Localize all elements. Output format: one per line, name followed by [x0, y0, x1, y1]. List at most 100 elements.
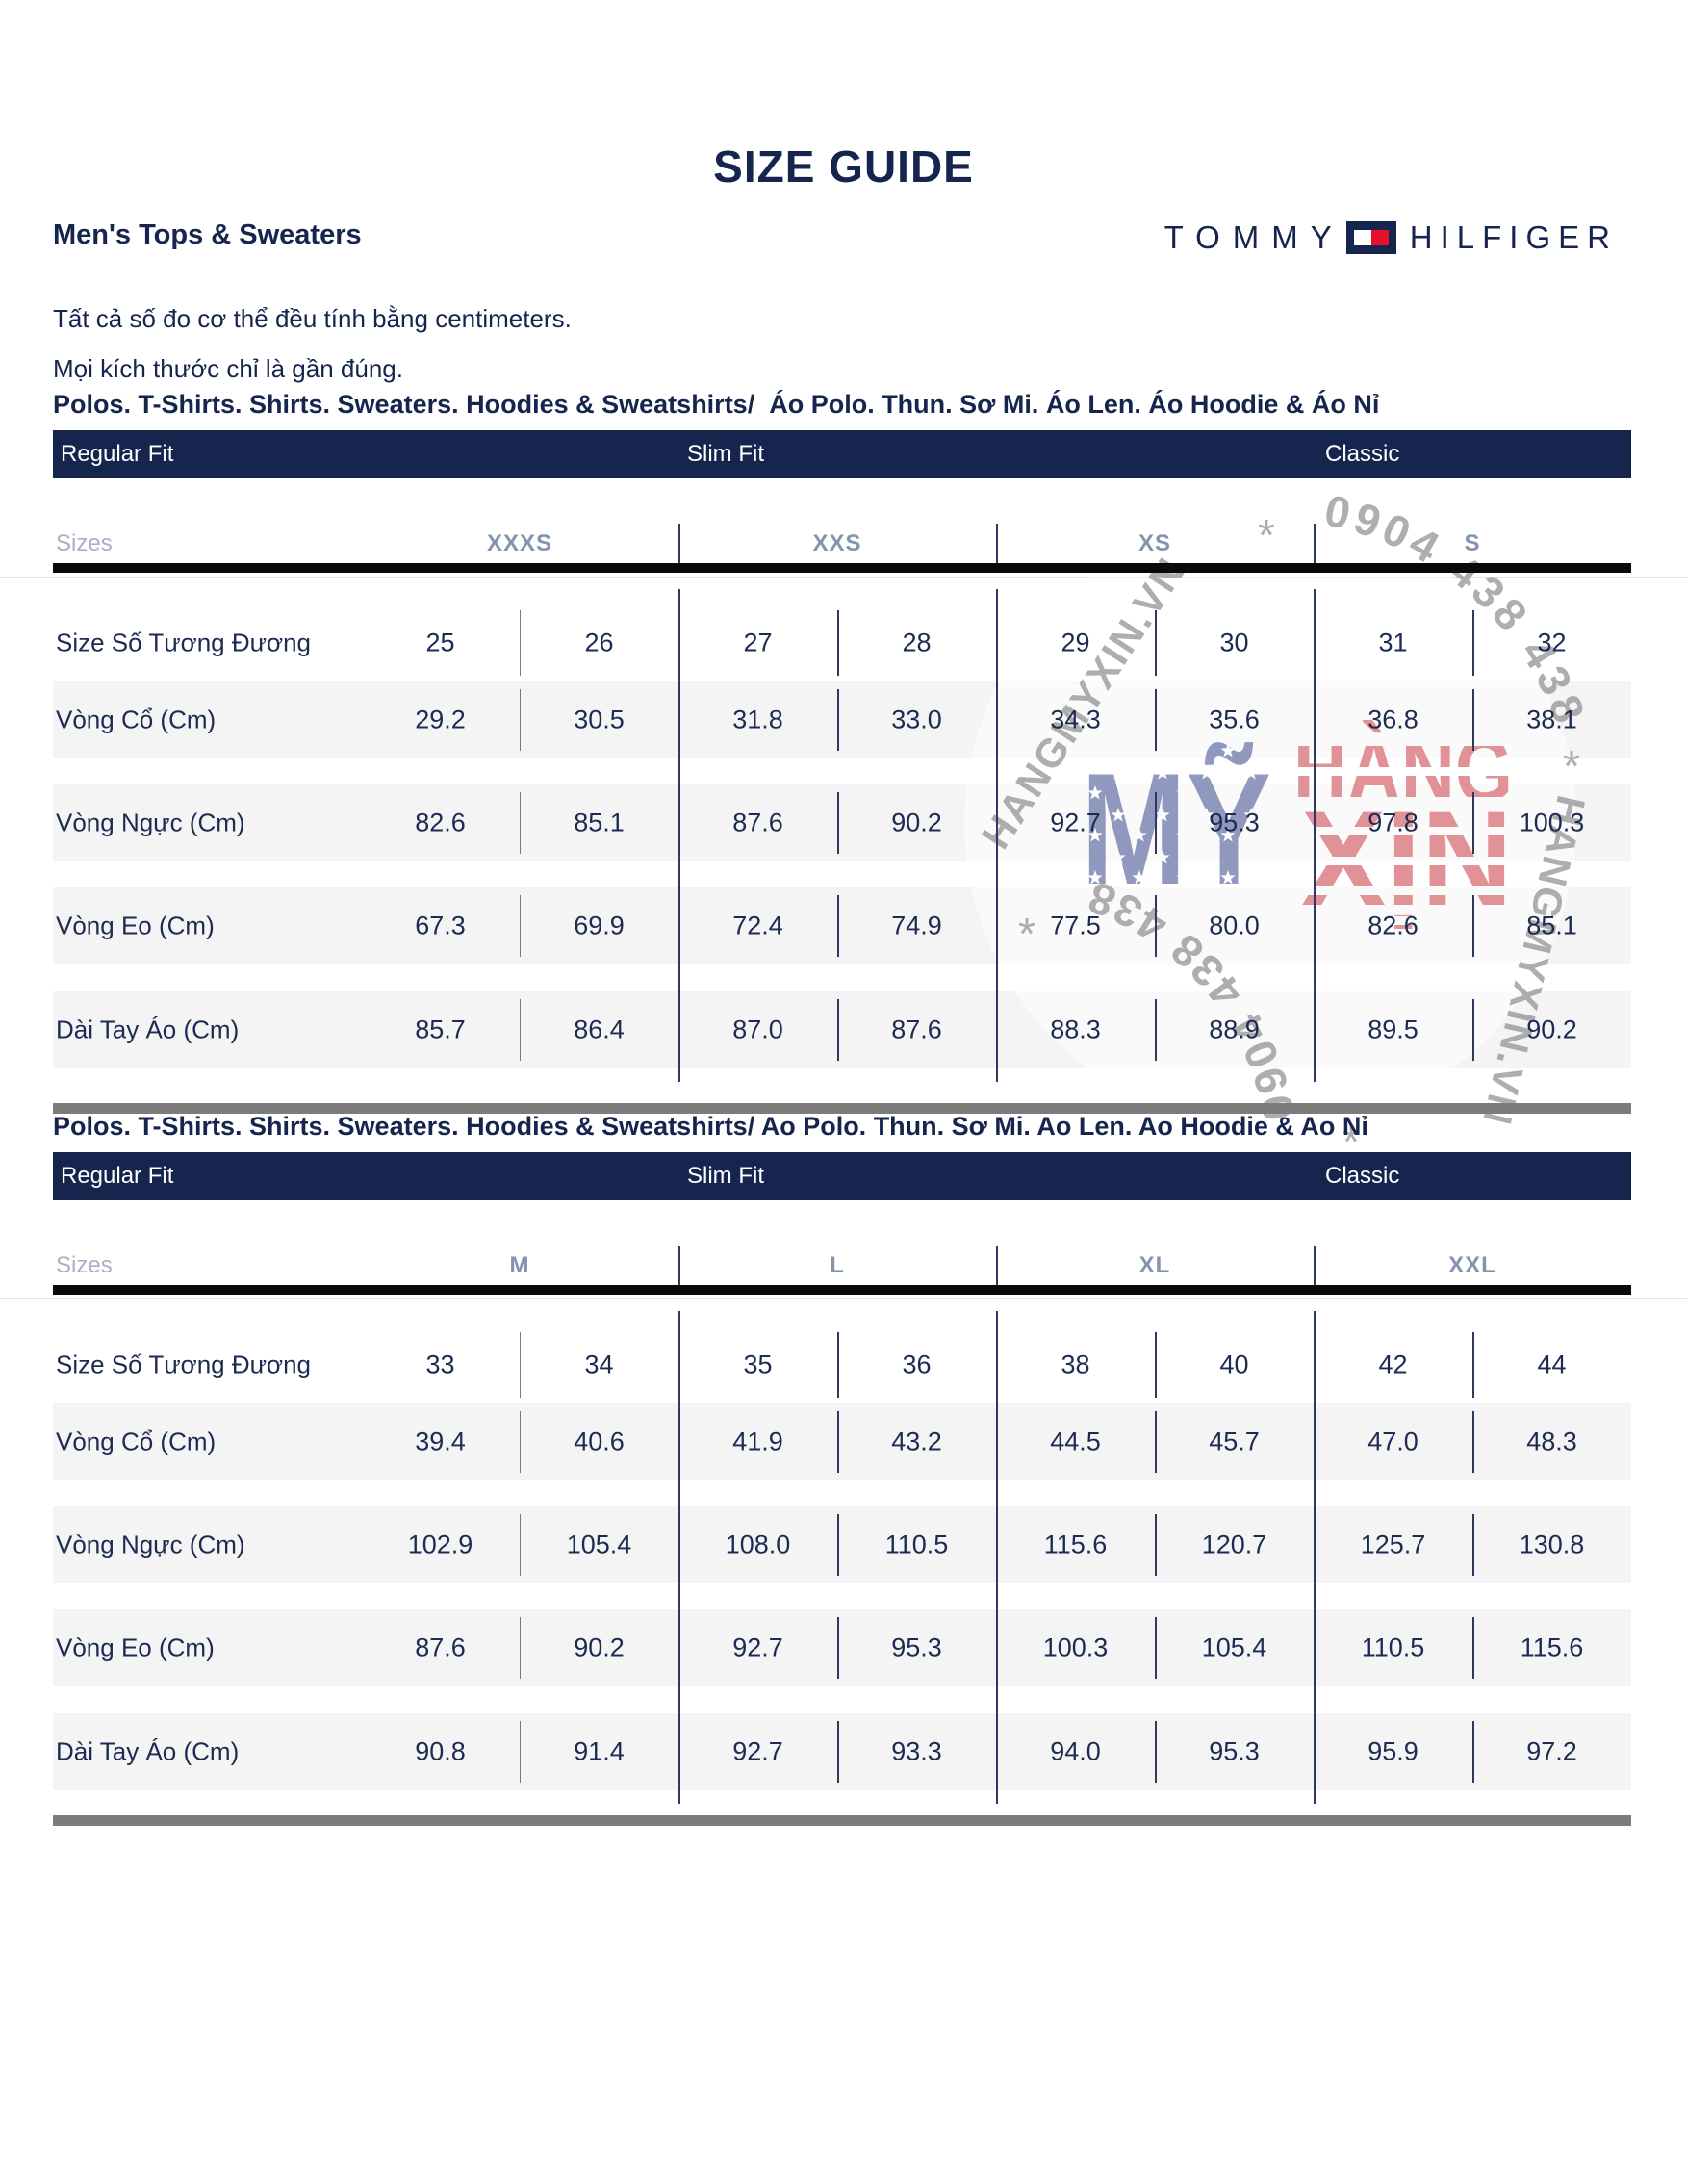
size-value-cell: 87.6	[891, 1015, 942, 1044]
flag-white-block	[1353, 230, 1371, 245]
column-divider	[996, 978, 998, 1082]
size-value-cell: 95.9	[1367, 1736, 1419, 1766]
column-divider	[520, 895, 521, 957]
table-row: Dài Tay Áo (Cm) 90.8 91.4 92.7 93.3 94.0 95.3 9…	[53, 1700, 1631, 1804]
size-value-cell: 95.3	[1209, 1736, 1260, 1766]
size-value-cell: 69.9	[574, 911, 625, 940]
column-divider	[520, 1721, 521, 1783]
table-row: Size Số Tương Đương 33 34 35 36 38 40 42 44	[53, 1311, 1631, 1419]
column-divider	[1314, 978, 1316, 1082]
size-value-cell: 36.8	[1367, 705, 1419, 734]
size-value-cell: 115.6	[1043, 1529, 1108, 1559]
size-value-cell: 97.8	[1367, 808, 1419, 837]
row-label: Size Số Tương Đương	[56, 1349, 311, 1379]
size-group-divider	[678, 524, 680, 564]
size-value-cell: 44	[1537, 1349, 1567, 1379]
column-divider	[1472, 1617, 1474, 1679]
size-value-cell: 82.6	[1367, 911, 1419, 940]
column-divider	[1472, 689, 1474, 751]
column-divider	[1155, 610, 1157, 676]
column-divider	[520, 610, 521, 676]
size-value-cell: 29	[1061, 628, 1090, 657]
size-value-cell: 85.1	[574, 808, 625, 837]
column-divider	[1472, 1411, 1474, 1473]
size-value-cell: 85.7	[415, 1015, 466, 1044]
size-value-cell: 38.1	[1526, 705, 1577, 734]
page-title: SIZE GUIDE	[713, 141, 974, 192]
table-top-rule-shadow	[0, 577, 1687, 578]
column-divider	[837, 792, 839, 854]
size-value-cell: 92.7	[1050, 808, 1101, 837]
size-value-cell: 102.9	[407, 1529, 473, 1559]
column-divider	[1155, 689, 1157, 751]
size-value-cell: 115.6	[1520, 1632, 1584, 1662]
sizes-header-row: Sizes M L XL XXL	[0, 1244, 1687, 1288]
column-divider	[837, 1411, 839, 1473]
column-divider	[520, 1411, 521, 1473]
size-value-cell: 95.3	[891, 1632, 942, 1662]
row-label: Size Số Tương Đương	[56, 628, 311, 657]
page-subtitle: Men's Tops & Sweaters	[53, 219, 362, 250]
bottom-divider-bar	[53, 1815, 1631, 1826]
column-divider	[837, 610, 839, 676]
row-label: Dài Tay Áo (Cm)	[56, 1015, 240, 1044]
size-value-cell: 34.3	[1050, 705, 1101, 734]
fit-label-regular: Regular Fit	[61, 441, 174, 467]
note-approximation: Mọi kích thước chỉ là gần đúng.	[53, 354, 403, 383]
column-divider	[996, 874, 998, 978]
section-header: Polos. T-Shirts. Shirts. Sweaters. Hoodi…	[53, 390, 1380, 419]
column-divider	[1472, 1721, 1474, 1783]
size-value-cell: 29.2	[415, 705, 466, 734]
size-value-cell: 87.6	[732, 808, 783, 837]
column-divider	[837, 1617, 839, 1679]
size-group-label: XXS	[812, 530, 862, 556]
size-value-cell: 72.4	[732, 911, 783, 940]
column-divider	[1155, 792, 1157, 854]
fit-bar: Regular Fit Slim Fit Classic	[53, 1152, 1631, 1200]
size-value-cell: 47.0	[1367, 1426, 1419, 1456]
fit-label-regular: Regular Fit	[61, 1163, 174, 1189]
size-group-divider	[1314, 1246, 1316, 1286]
table-row: Dài Tay Áo (Cm) 85.7 86.4 87.0 87.6 88.3 88.9 8…	[53, 978, 1631, 1082]
column-divider	[996, 1311, 998, 1419]
size-value-cell: 108.0	[725, 1529, 791, 1559]
row-label: Vòng Cổ (Cm)	[56, 1426, 217, 1456]
column-divider	[1314, 1493, 1316, 1597]
column-divider	[1314, 668, 1316, 772]
size-value-cell: 125.7	[1360, 1529, 1426, 1559]
size-group-label: XXL	[1448, 1252, 1496, 1278]
column-divider	[520, 999, 521, 1061]
size-group-label: S	[1464, 530, 1481, 556]
column-divider	[1155, 895, 1157, 957]
column-divider	[678, 589, 680, 697]
table-top-rule	[53, 563, 1631, 573]
size-value-cell: 45.7	[1209, 1426, 1260, 1456]
size-value-cell: 31	[1378, 628, 1408, 657]
column-divider	[678, 978, 680, 1082]
size-value-cell: 88.9	[1209, 1015, 1260, 1044]
size-value-cell: 33	[425, 1349, 455, 1379]
column-divider	[520, 1617, 521, 1679]
size-value-cell: 90.2	[1526, 1015, 1577, 1044]
size-value-cell: 34	[584, 1349, 614, 1379]
size-value-cell: 74.9	[891, 911, 942, 940]
size-value-cell: 120.7	[1201, 1529, 1267, 1559]
column-divider	[520, 792, 521, 854]
row-label: Vòng Eo (Cm)	[56, 911, 215, 940]
table-top-rule-shadow	[0, 1298, 1687, 1299]
size-value-cell: 105.4	[566, 1529, 632, 1559]
column-divider	[1472, 792, 1474, 854]
column-divider	[837, 895, 839, 957]
size-value-cell: 90.2	[574, 1632, 625, 1662]
column-divider	[678, 668, 680, 772]
size-value-cell: 89.5	[1367, 1015, 1419, 1044]
size-value-cell: 40.6	[574, 1426, 625, 1456]
size-value-cell: 77.5	[1050, 911, 1101, 940]
size-value-cell: 110.5	[1361, 1632, 1425, 1662]
size-value-cell: 31.8	[732, 705, 783, 734]
fit-label-slim: Slim Fit	[687, 441, 764, 467]
column-divider	[837, 1514, 839, 1576]
size-group-divider	[1314, 524, 1316, 564]
tommy-hilfiger-flag-icon	[1345, 221, 1396, 254]
